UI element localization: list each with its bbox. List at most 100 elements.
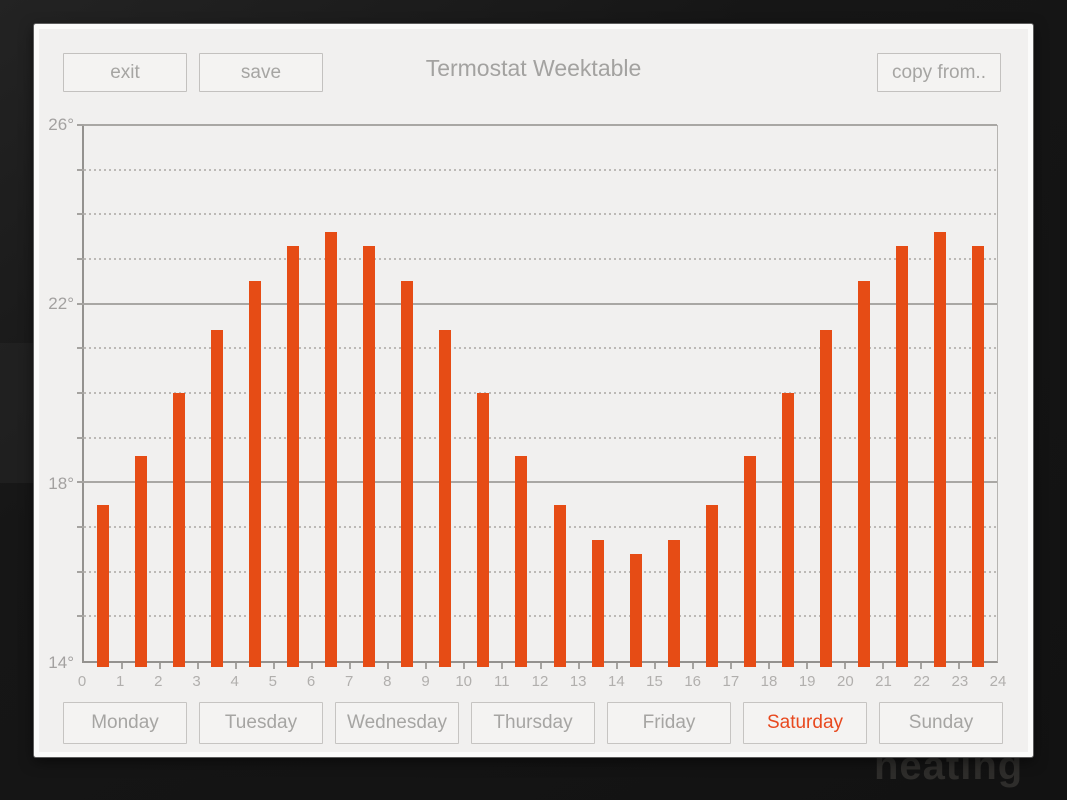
gridline-24deg bbox=[84, 213, 997, 216]
x-tick-20h bbox=[843, 663, 846, 669]
day-tab-tuesday[interactable]: Tuesday bbox=[199, 702, 323, 744]
x-tick-22h bbox=[919, 663, 922, 669]
x-axis-label-0: 0 bbox=[77, 673, 87, 690]
x-tick-17h bbox=[729, 663, 732, 669]
day-tab-sunday[interactable]: Sunday bbox=[879, 702, 1003, 744]
day-tab-wednesday[interactable]: Wednesday bbox=[335, 702, 459, 744]
dialog-content: exit save Termostat Weektable copy from.… bbox=[39, 29, 1028, 752]
y-tick-16deg bbox=[77, 570, 84, 573]
x-tick-12h bbox=[539, 663, 542, 669]
x-axis-label-7: 7 bbox=[344, 673, 354, 690]
x-axis-label-2: 2 bbox=[154, 673, 163, 690]
gridline-26deg bbox=[84, 124, 997, 126]
temperature-bar-hour-10[interactable] bbox=[477, 393, 490, 667]
x-axis-label-18: 18 bbox=[760, 673, 778, 690]
temperature-bar-hour-7[interactable] bbox=[363, 245, 376, 667]
exit-button[interactable]: exit bbox=[63, 53, 187, 92]
y-axis-label-14: 14° bbox=[48, 653, 74, 672]
temperature-bar-hour-6[interactable] bbox=[325, 232, 338, 667]
page-title: Termostat Weektable bbox=[425, 55, 642, 81]
day-tab-monday[interactable]: Monday bbox=[63, 702, 187, 744]
x-tick-16h bbox=[691, 663, 694, 669]
x-tick-6h bbox=[311, 663, 314, 669]
x-axis-label-16: 16 bbox=[684, 673, 701, 690]
x-tick-21h bbox=[881, 663, 884, 669]
x-axis-label-22: 22 bbox=[913, 673, 930, 690]
temperature-bar-hour-11[interactable] bbox=[515, 455, 528, 667]
x-axis-label-3: 3 bbox=[192, 673, 201, 690]
x-axis-label-21: 21 bbox=[875, 673, 892, 690]
gridline-19deg bbox=[84, 436, 997, 439]
x-tick-23h bbox=[957, 663, 960, 669]
x-tick-14h bbox=[615, 663, 618, 669]
x-axis-label-14: 14 bbox=[607, 673, 625, 690]
temperature-bar-hour-13[interactable] bbox=[591, 540, 604, 667]
temperature-bar-hour-3[interactable] bbox=[211, 330, 224, 667]
temperature-bar-hour-19[interactable] bbox=[819, 330, 832, 667]
x-axis-label-5: 5 bbox=[268, 673, 277, 690]
x-tick-10h bbox=[463, 663, 466, 669]
x-axis-label-13: 13 bbox=[569, 673, 587, 690]
temperature-bar-hour-5[interactable] bbox=[287, 245, 300, 667]
x-axis-label-4: 4 bbox=[230, 673, 239, 690]
y-tick-26deg bbox=[77, 124, 84, 126]
temperature-bar-hour-20[interactable] bbox=[857, 281, 870, 667]
x-tick-19h bbox=[805, 663, 808, 669]
x-tick-5h bbox=[273, 663, 276, 669]
x-tick-3h bbox=[197, 663, 200, 669]
y-tick-19deg bbox=[77, 436, 84, 439]
temperature-bar-hour-2[interactable] bbox=[173, 393, 186, 667]
x-tick-4h bbox=[235, 663, 238, 669]
x-axis-label-19: 19 bbox=[798, 673, 816, 690]
y-tick-20deg bbox=[77, 392, 84, 394]
x-tick-11h bbox=[501, 663, 504, 669]
x-tick-2h bbox=[159, 663, 162, 669]
y-axis-label-22: 22° bbox=[48, 294, 74, 314]
x-axis-label-15: 15 bbox=[646, 673, 663, 690]
temperature-bar-hour-0[interactable] bbox=[97, 504, 110, 667]
x-tick-7h bbox=[349, 663, 352, 669]
y-tick-24deg bbox=[77, 213, 84, 216]
day-tab-thursday[interactable]: Thursday bbox=[471, 702, 595, 744]
gridline-21deg bbox=[84, 347, 997, 350]
temperature-bar-hour-15[interactable] bbox=[667, 540, 680, 667]
gridline-18deg bbox=[84, 481, 997, 484]
x-axis-label-8: 8 bbox=[383, 673, 392, 690]
x-axis-label-11: 11 bbox=[494, 673, 510, 690]
day-tab-friday[interactable]: Friday bbox=[607, 702, 731, 744]
temperature-bar-hour-12[interactable] bbox=[553, 504, 566, 667]
weektable-dialog: exit save Termostat Weektable copy from.… bbox=[34, 24, 1033, 757]
temperature-bar-hour-21[interactable] bbox=[895, 245, 908, 667]
y-tick-17deg bbox=[77, 526, 84, 528]
x-tick-13h bbox=[577, 663, 580, 669]
y-axis-label-18: 18° bbox=[48, 473, 74, 493]
y-tick-15deg bbox=[77, 615, 84, 618]
temperature-bar-hour-18[interactable] bbox=[781, 393, 794, 667]
gridline-15deg bbox=[84, 615, 997, 618]
y-tick-25deg bbox=[77, 168, 84, 171]
temperature-bar-hour-1[interactable] bbox=[135, 455, 148, 667]
temperature-bar-hour-22[interactable] bbox=[933, 232, 946, 667]
y-tick-18deg bbox=[77, 481, 84, 484]
x-axis-label-23: 23 bbox=[951, 673, 969, 690]
temperature-bar-hour-16[interactable] bbox=[705, 504, 718, 667]
x-axis-label-1: 1 bbox=[115, 673, 125, 690]
day-tab-saturday[interactable]: Saturday bbox=[743, 702, 867, 744]
gridline-20deg bbox=[84, 392, 997, 394]
temperature-bar-hour-23[interactable] bbox=[971, 245, 984, 667]
y-tick-21deg bbox=[77, 347, 84, 350]
y-axis-label-26: 26° bbox=[48, 115, 74, 134]
x-tick-1h bbox=[121, 663, 124, 669]
x-tick-15h bbox=[653, 663, 656, 669]
temperature-bar-hour-9[interactable] bbox=[439, 330, 452, 667]
temperature-bar-hour-17[interactable] bbox=[743, 455, 756, 667]
x-axis-label-9: 9 bbox=[421, 673, 430, 690]
y-tick-22deg bbox=[77, 302, 84, 305]
save-button[interactable]: save bbox=[199, 53, 323, 92]
gridline-22deg bbox=[84, 302, 997, 305]
day-tabs: Monday Tuesday Wednesday Thursday Friday Satu… bbox=[39, 702, 1028, 744]
temperature-bar-hour-14[interactable] bbox=[629, 553, 642, 667]
temperature-bar-hour-8[interactable] bbox=[401, 281, 414, 667]
copy-from-button[interactable]: copy from.. bbox=[877, 53, 1001, 92]
temperature-bar-hour-4[interactable] bbox=[249, 281, 262, 667]
